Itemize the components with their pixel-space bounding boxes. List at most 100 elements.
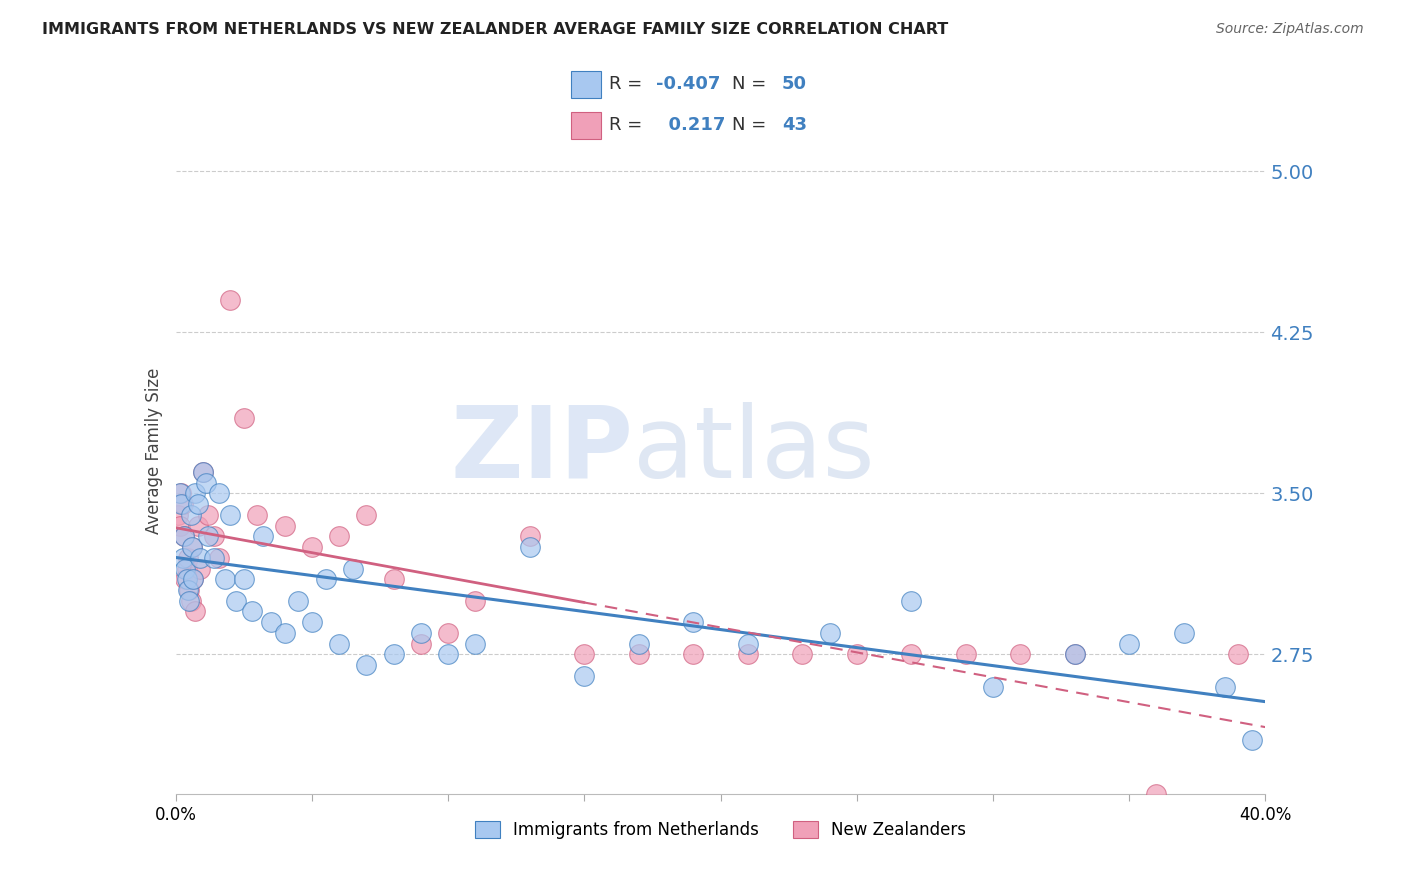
Text: ZIP: ZIP <box>450 402 633 499</box>
Point <box>191 465 214 479</box>
Point <box>202 550 225 565</box>
Point <box>1118 637 1140 651</box>
Point <box>186 497 209 511</box>
Point <box>173 529 195 543</box>
Text: 43: 43 <box>782 116 807 134</box>
Point <box>682 648 704 662</box>
Point <box>845 648 868 662</box>
Point <box>225 593 247 607</box>
Point <box>174 572 197 586</box>
Text: IMMIGRANTS FROM NETHERLANDS VS NEW ZEALANDER AVERAGE FAMILY SIZE CORRELATION CHA: IMMIGRANTS FROM NETHERLANDS VS NEW ZEALA… <box>42 22 949 37</box>
Point <box>382 572 405 586</box>
Point <box>900 593 922 607</box>
Point <box>1213 680 1236 694</box>
Point <box>519 529 541 543</box>
Point <box>301 615 323 630</box>
Point <box>1146 787 1168 801</box>
Point <box>627 648 650 662</box>
Legend: Immigrants from Netherlands, New Zealanders: Immigrants from Netherlands, New Zealand… <box>467 813 974 847</box>
Bar <box>571 112 600 139</box>
Point <box>176 572 198 586</box>
Point <box>356 658 378 673</box>
Point <box>194 475 217 490</box>
Point <box>173 529 195 543</box>
Point <box>170 486 193 500</box>
Point <box>328 529 350 543</box>
Point <box>188 550 211 565</box>
Point <box>955 648 977 662</box>
Point <box>179 593 201 607</box>
Point <box>382 648 405 662</box>
Point <box>180 593 202 607</box>
Point <box>184 604 207 618</box>
Point <box>172 497 194 511</box>
Point <box>682 615 704 630</box>
Point <box>464 637 486 651</box>
Point <box>179 582 201 597</box>
Point <box>240 604 263 618</box>
Text: 50: 50 <box>782 76 807 94</box>
Point <box>181 540 204 554</box>
Point <box>260 615 283 630</box>
Point <box>737 637 759 651</box>
Point <box>1063 648 1085 662</box>
Point <box>464 593 486 607</box>
Point <box>169 486 191 500</box>
Text: R =: R = <box>609 76 643 94</box>
Point <box>219 293 242 308</box>
Text: N =: N = <box>733 76 766 94</box>
Point <box>167 508 190 522</box>
Point <box>1063 648 1085 662</box>
Point <box>214 572 236 586</box>
Text: 0.217: 0.217 <box>655 116 725 134</box>
Point <box>169 518 191 533</box>
Point <box>737 648 759 662</box>
Point <box>186 518 209 533</box>
Point <box>208 486 231 500</box>
Point <box>356 508 378 522</box>
Point <box>232 572 254 586</box>
Point <box>176 561 198 575</box>
Point <box>627 637 650 651</box>
Text: R =: R = <box>609 116 643 134</box>
Point <box>208 550 231 565</box>
Point <box>177 550 200 565</box>
Point <box>188 561 211 575</box>
Point <box>177 582 200 597</box>
Point <box>342 561 364 575</box>
Point <box>172 550 194 565</box>
Point <box>197 529 219 543</box>
Point <box>301 540 323 554</box>
Point <box>191 465 214 479</box>
Point <box>1240 733 1263 747</box>
Point <box>184 486 207 500</box>
Point <box>574 669 596 683</box>
Point <box>274 626 297 640</box>
Point <box>328 637 350 651</box>
Point <box>197 508 219 522</box>
Bar <box>571 71 600 98</box>
Text: Source: ZipAtlas.com: Source: ZipAtlas.com <box>1216 22 1364 37</box>
Text: atlas: atlas <box>633 402 875 499</box>
Point <box>180 508 202 522</box>
Y-axis label: Average Family Size: Average Family Size <box>145 368 163 533</box>
Point <box>202 529 225 543</box>
Point <box>315 572 337 586</box>
Point <box>170 497 193 511</box>
Point <box>900 648 922 662</box>
Point <box>252 529 274 543</box>
Point <box>219 508 242 522</box>
Point <box>574 648 596 662</box>
Point <box>181 540 204 554</box>
Text: N =: N = <box>733 116 766 134</box>
Point <box>437 648 460 662</box>
Point <box>792 648 814 662</box>
Point <box>232 411 254 425</box>
Point <box>246 508 269 522</box>
Point <box>1010 648 1032 662</box>
Point <box>1227 648 1250 662</box>
Point <box>274 518 297 533</box>
Point <box>519 540 541 554</box>
Point <box>174 561 197 575</box>
Point <box>1173 626 1195 640</box>
